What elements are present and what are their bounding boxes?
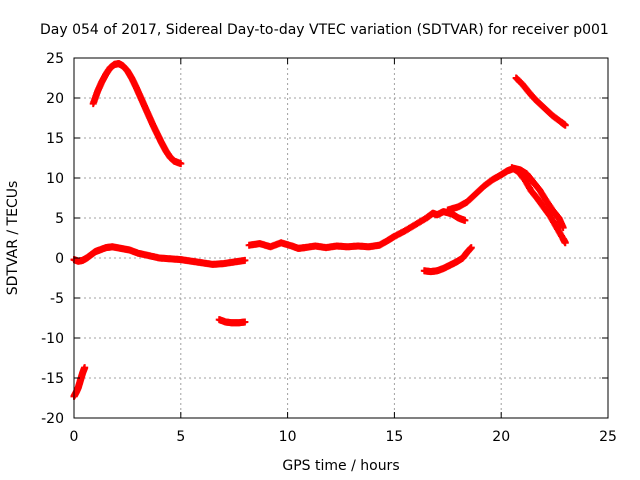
chart-title: Day 054 of 2017, Sidereal Day-to-day VTE… (40, 22, 609, 38)
data-point (561, 121, 569, 129)
series-arc-6 (420, 244, 475, 276)
series-arc-7 (444, 164, 567, 232)
data-point (81, 364, 89, 372)
y-tick-label: 0 (55, 251, 64, 267)
series-arc-9 (512, 74, 569, 129)
data-point (461, 216, 469, 224)
y-tick-label: 10 (46, 171, 64, 187)
data-point (241, 318, 249, 326)
y-tick-label: -5 (50, 291, 64, 307)
x-tick-label: 10 (279, 429, 297, 445)
series-arc-3 (89, 60, 185, 168)
y-tick-label: 15 (46, 131, 64, 147)
y-tick-label: 5 (55, 211, 64, 227)
data-point (241, 256, 249, 264)
x-axis-label: GPS time / hours (282, 458, 399, 474)
y-tick-label: 25 (46, 51, 64, 67)
series-arc-8 (508, 164, 569, 247)
data-point (177, 160, 185, 168)
x-tick-label: 20 (492, 429, 510, 445)
series-arc-1 (70, 364, 89, 400)
y-tick-label: -20 (41, 411, 64, 427)
y-tick-label: -15 (41, 371, 64, 387)
y-axis-label: SDTVAR / TECUs (5, 181, 21, 296)
plot-frame (73, 57, 609, 419)
x-tick-label: 5 (176, 429, 185, 445)
data-series (70, 60, 569, 400)
grid (74, 58, 608, 418)
series-arc-5 (245, 208, 469, 252)
data-point (559, 224, 567, 232)
axis-ticks: 0 5 10 15 20 25 -20 -15 -10 -5 0 5 10 15 20 25 (41, 51, 617, 445)
series-arc-4 (215, 316, 249, 327)
x-tick-label: 25 (599, 429, 617, 445)
y-tick-label: -10 (41, 331, 64, 347)
x-tick-label: 0 (70, 429, 79, 445)
data-point (467, 244, 475, 252)
x-tick-label: 15 (385, 429, 403, 445)
y-tick-label: 20 (46, 91, 64, 107)
series-arc-2 (70, 243, 249, 268)
data-point (561, 239, 569, 247)
